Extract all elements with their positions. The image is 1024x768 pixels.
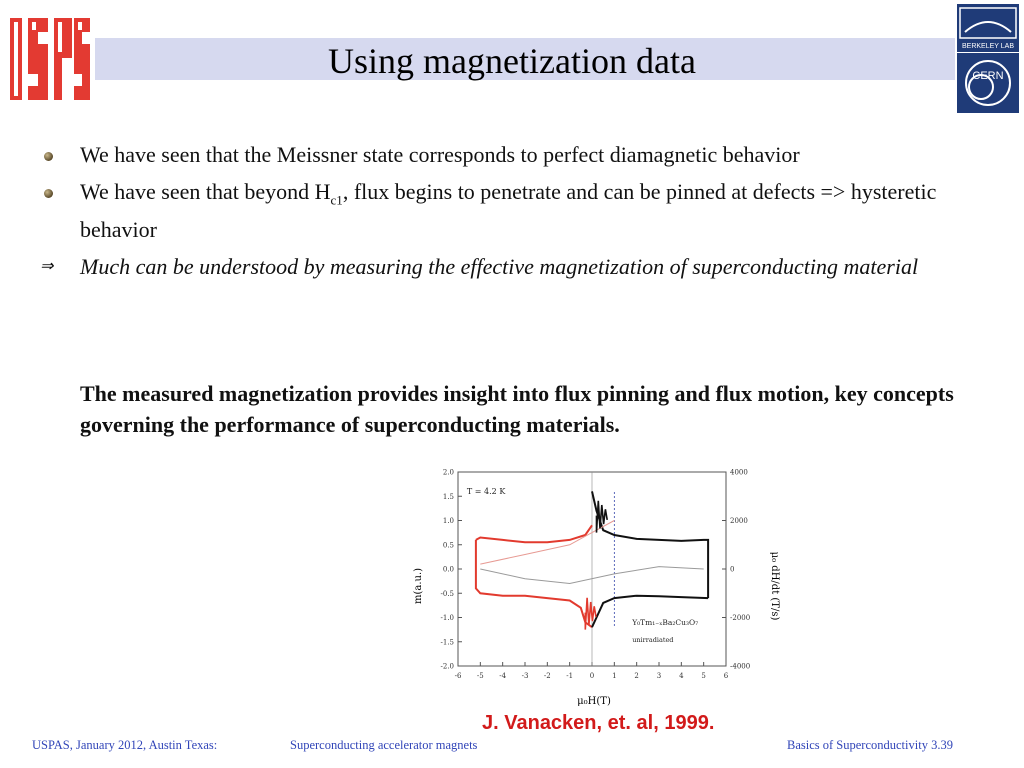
y-tick-label: 0.5 <box>443 541 454 549</box>
bullet-text-pre: We have seen that beyond H <box>80 179 331 204</box>
x-tick-label: 6 <box>724 672 729 680</box>
berkeley-lab-logo: BERKELEY LAB <box>957 4 1019 52</box>
series-line <box>480 566 704 585</box>
x-tick-label: -2 <box>544 672 551 680</box>
x-axis-label: μ₀H(T) <box>577 696 611 707</box>
svg-text:CERN: CERN <box>972 70 1003 82</box>
x-tick-label: 2 <box>634 672 638 680</box>
y-tick-label: -2.0 <box>441 663 455 671</box>
footer-event: USPAS, January 2012, Austin Texas: <box>32 738 218 752</box>
footer-course: Superconducting accelerator magnets <box>290 738 478 752</box>
series-line <box>475 524 593 544</box>
series-line <box>591 594 709 628</box>
bullet-item: We have seen that the Meissner state cor… <box>44 140 974 170</box>
key-statement: The measured magnetization provides insi… <box>80 381 954 437</box>
flux-jump-oscillation <box>595 500 608 533</box>
y-tick-label: 0.0 <box>443 566 454 574</box>
title-bar <box>95 38 955 80</box>
y2-axis-label: μ₀ dH/dt (T/s) <box>769 552 780 621</box>
implication-item: ⇒ Much can be understood by measuring th… <box>40 252 974 282</box>
x-tick-label: 5 <box>701 672 705 680</box>
x-tick-label: -4 <box>499 672 506 680</box>
bullet-list: We have seen that the Meissner state cor… <box>40 140 974 289</box>
y2-tick-label: 2000 <box>730 517 748 525</box>
y-tick-label: -1.5 <box>441 638 455 646</box>
x-tick-label: -6 <box>455 672 462 680</box>
series-line <box>591 491 710 599</box>
y-tick-label: 2.0 <box>443 469 454 477</box>
uspas-logo <box>10 18 90 100</box>
slide-title: Using magnetization data <box>328 41 696 81</box>
x-tick-label: -1 <box>566 672 573 680</box>
y-tick-label: -1.0 <box>441 614 455 622</box>
x-tick-label: 3 <box>657 672 661 680</box>
series-line <box>480 520 615 565</box>
x-tick-label: -3 <box>522 672 529 680</box>
y2-tick-label: -4000 <box>730 663 750 671</box>
bullet-icon <box>44 189 53 198</box>
y2-tick-label: 4000 <box>730 469 748 477</box>
irradiation-annotation: unirradiated <box>632 636 673 644</box>
magnetization-chart: m(a.u.) μ₀ dH/dt (T/s) μ₀H(T) -6 -5 -4 -3 -2… <box>413 469 780 708</box>
implies-arrow-icon: ⇒ <box>40 258 54 276</box>
y-tick-label: 1.5 <box>443 493 454 501</box>
x-tick-label: 1 <box>612 672 616 680</box>
implication-text: Much can be understood by measuring the … <box>80 254 919 280</box>
cern-logo: CERN <box>957 53 1019 113</box>
flux-jump-oscillation <box>584 597 597 630</box>
y2-tick-label: -2000 <box>730 614 750 622</box>
x-tick-label: -5 <box>477 672 484 680</box>
bullet-icon <box>44 152 53 161</box>
bullet-text-post: , flux begins to penetrate and can be pi… <box>80 179 937 243</box>
bullet-text: We have seen that the Meissner state cor… <box>80 142 800 167</box>
x-tick-label: 0 <box>590 672 594 680</box>
y2-tick-label: 0 <box>730 566 734 574</box>
y-tick-label: 1.0 <box>443 517 454 525</box>
bullet-item: We have seen that beyond Hc1, flux begin… <box>44 177 974 245</box>
footer-page: Basics of Superconductivity 3.39 <box>787 738 953 752</box>
sample-annotation: Y₀Tm₁₋ₓBa₂Cu₃O₇ <box>631 618 698 627</box>
citation: J. Vanacken, et. al, 1999. <box>482 712 715 734</box>
y-axis-label: m(a.u.) <box>413 568 424 604</box>
x-tick-label: 4 <box>679 672 684 680</box>
series-line <box>474 539 593 629</box>
y-tick-label: -0.5 <box>441 590 455 598</box>
bullet-subscript: c1 <box>330 192 343 208</box>
svg-text:BERKELEY LAB: BERKELEY LAB <box>962 43 1014 50</box>
temperature-annotation: T = 4.2 K <box>467 487 506 496</box>
